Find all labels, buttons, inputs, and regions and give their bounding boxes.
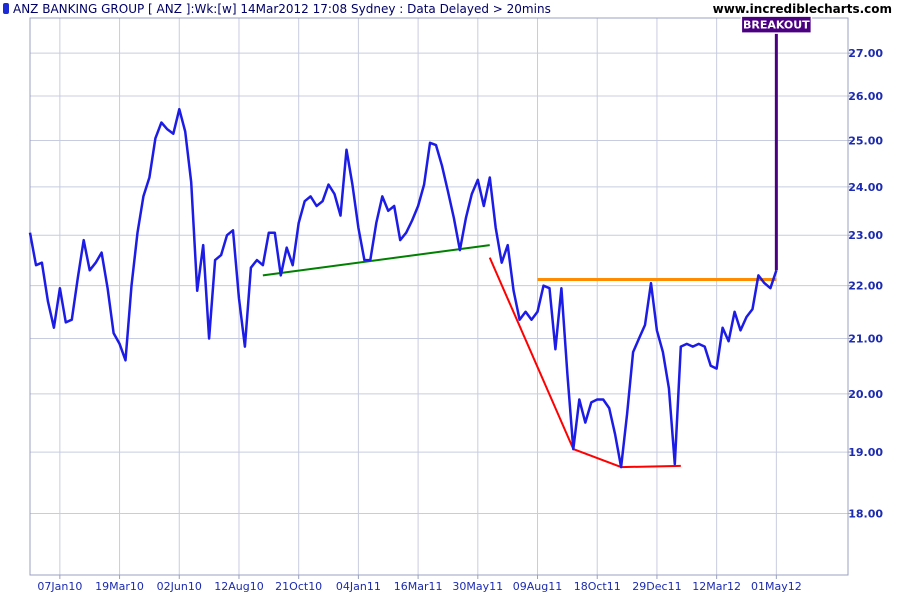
breakout-box: [740, 15, 813, 34]
y-axis: 18.00 19.00 20.00 21.00 22.00 23.00 24.00 25.00…: [848, 47, 883, 520]
trendline: [262, 244, 490, 277]
y-tick-label: 25.00: [848, 135, 883, 148]
trendline: [572, 448, 622, 469]
x-tick-label: 21Oct10: [275, 580, 322, 593]
x-tick-label: 07Jan10: [37, 580, 82, 593]
y-tick-label: 20.00: [848, 388, 883, 401]
x-tick-label: 02Jun10: [157, 580, 202, 593]
y-tick-label: 27.00: [848, 47, 883, 60]
y-tick-label: 24.00: [848, 181, 883, 194]
trendline: [621, 464, 681, 469]
x-tick-label: 12Aug10: [214, 580, 263, 593]
trendlines: [262, 244, 777, 469]
y-tick-label: 18.00: [848, 507, 883, 520]
y-tick-label: 22.00: [848, 280, 883, 293]
legend-swatch: [3, 3, 9, 14]
y-tick-label: 19.00: [848, 446, 883, 459]
x-tick-label: 29Dec11: [632, 580, 681, 593]
y-tick-label: 21.00: [848, 332, 883, 345]
y-tick-label: 26.00: [848, 90, 883, 103]
x-tick-label: 30May11: [452, 580, 503, 593]
x-tick-label: 01May12: [751, 580, 802, 593]
trendline: [488, 257, 575, 450]
x-axis: 07Jan10 19Mar10 02Jun10 12Aug10 21Oct10 04Jan…: [37, 575, 802, 593]
x-tick-label: 18Oct11: [574, 580, 621, 593]
site-watermark[interactable]: www.incrediblecharts.com: [713, 2, 892, 16]
series-layer: [28, 107, 778, 469]
breakout-annotation: BREAKOUT: [740, 15, 813, 271]
plot-frame: [29, 17, 849, 576]
x-tick-label: 09Aug11: [513, 580, 562, 593]
x-tick-label: 16Mar11: [394, 580, 443, 593]
chart-title: ANZ BANKING GROUP [ ANZ ]:Wk:[w] 14Mar20…: [13, 2, 551, 16]
breakout-label: BREAKOUT: [743, 19, 810, 32]
y-tick-label: 23.00: [848, 229, 883, 242]
x-tick-label: 04Jan11: [336, 580, 381, 593]
x-tick-label: 12Mar12: [692, 580, 741, 593]
price-line: [28, 107, 778, 469]
x-tick-label: 19Mar10: [95, 580, 144, 593]
